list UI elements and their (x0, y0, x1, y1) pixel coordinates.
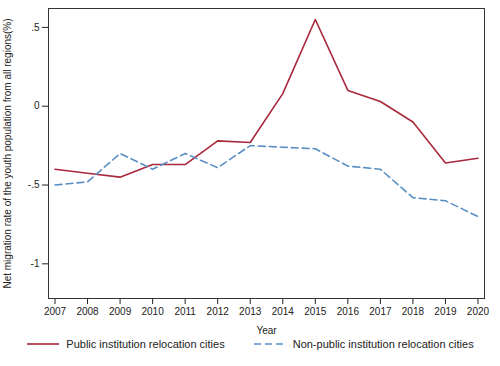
svg-text:2012: 2012 (207, 306, 230, 317)
svg-text:2009: 2009 (109, 306, 132, 317)
svg-text:2019: 2019 (434, 306, 457, 317)
svg-text:-1: -1 (31, 258, 40, 269)
svg-text:2015: 2015 (304, 306, 327, 317)
svg-text:2020: 2020 (467, 306, 490, 317)
svg-text:Net migration rate of the yout: Net migration rate of the youth populati… (2, 18, 13, 288)
svg-text:2016: 2016 (337, 306, 360, 317)
svg-text:2008: 2008 (76, 306, 99, 317)
html-text:Public institution relocation: Public institution relocation cities (66, 338, 225, 350)
svg-text:-.5: -.5 (28, 179, 40, 190)
svg-text:2017: 2017 (369, 306, 392, 317)
svg-text:2018: 2018 (402, 306, 425, 317)
svg-text:2010: 2010 (141, 306, 164, 317)
svg-text:2007: 2007 (44, 306, 67, 317)
html-text:Non-public institution relocat: Non-public institution relocation cities (292, 338, 474, 350)
svg-text:0: 0 (34, 100, 40, 111)
svg-text:2013: 2013 (239, 306, 262, 317)
svg-text:2014: 2014 (272, 306, 295, 317)
svg-text:2011: 2011 (174, 306, 196, 317)
svg-text:.5: .5 (31, 22, 40, 33)
svg-text:Year: Year (256, 325, 277, 336)
